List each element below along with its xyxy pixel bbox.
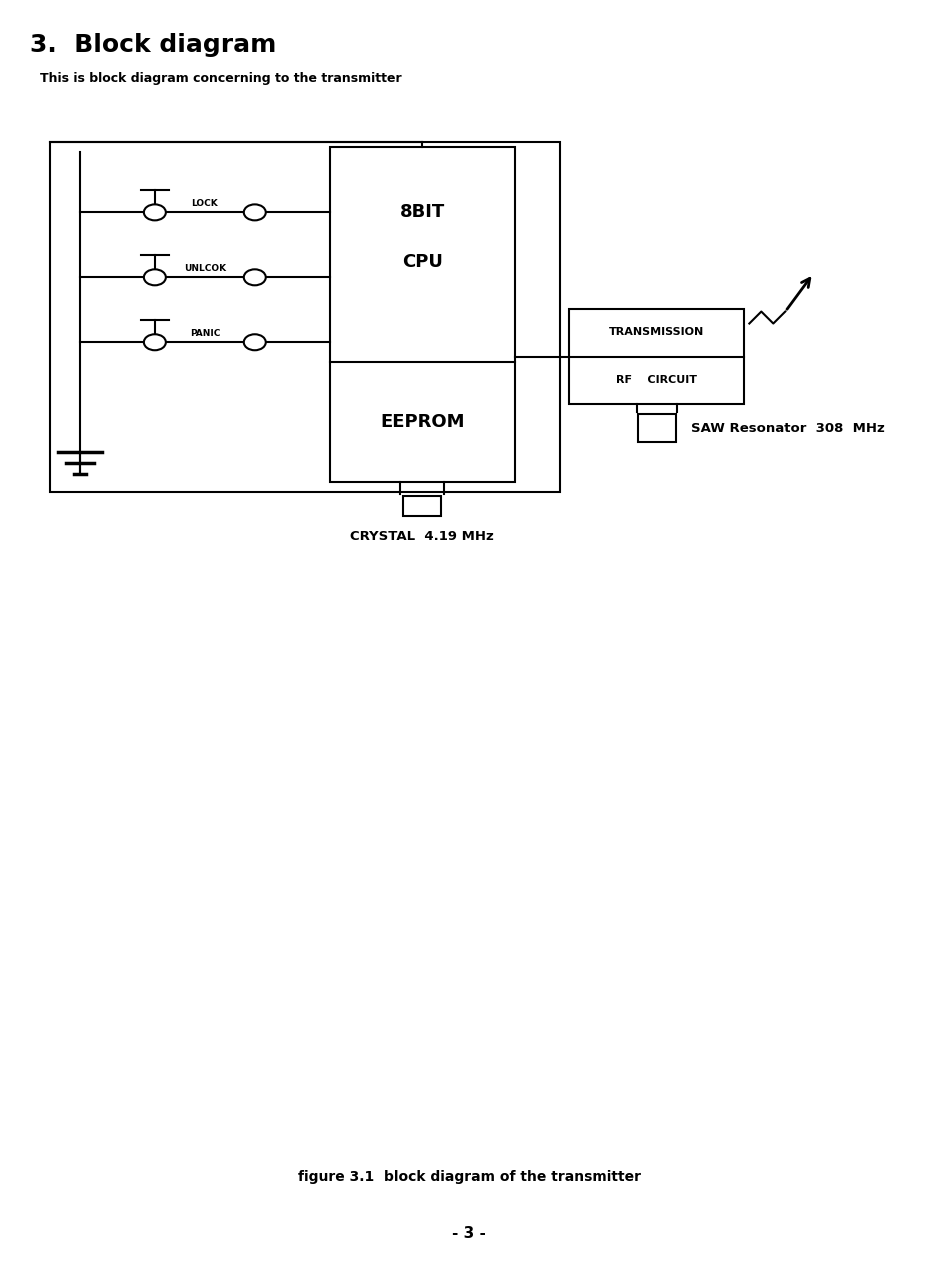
Text: LOCK: LOCK <box>192 200 218 209</box>
Bar <box>330 148 515 482</box>
Bar <box>569 309 745 404</box>
Ellipse shape <box>144 270 166 285</box>
Text: This is block diagram concerning to the transmitter: This is block diagram concerning to the … <box>40 73 402 85</box>
Text: CPU: CPU <box>402 253 442 271</box>
Bar <box>403 496 440 516</box>
Ellipse shape <box>244 270 266 285</box>
Ellipse shape <box>244 205 266 220</box>
Text: TRANSMISSION: TRANSMISSION <box>609 327 704 337</box>
Text: - 3 -: - 3 - <box>453 1226 486 1241</box>
Ellipse shape <box>244 335 266 350</box>
Text: 3.  Block diagram: 3. Block diagram <box>30 33 276 56</box>
Text: EEPROM: EEPROM <box>380 413 465 431</box>
Bar <box>638 415 676 443</box>
Text: SAW Resonator  308  MHz: SAW Resonator 308 MHz <box>691 422 885 435</box>
Ellipse shape <box>144 335 166 350</box>
Text: PANIC: PANIC <box>190 329 220 338</box>
Text: figure 3.1  block diagram of the transmitter: figure 3.1 block diagram of the transmit… <box>298 1169 640 1183</box>
Text: CRYSTAL  4.19 MHz: CRYSTAL 4.19 MHz <box>349 530 494 543</box>
Text: 8BIT: 8BIT <box>399 204 445 221</box>
Bar <box>50 142 560 492</box>
Text: UNLCOK: UNLCOK <box>184 265 226 273</box>
Ellipse shape <box>144 205 166 220</box>
Text: RF    CIRCUIT: RF CIRCUIT <box>616 374 698 384</box>
